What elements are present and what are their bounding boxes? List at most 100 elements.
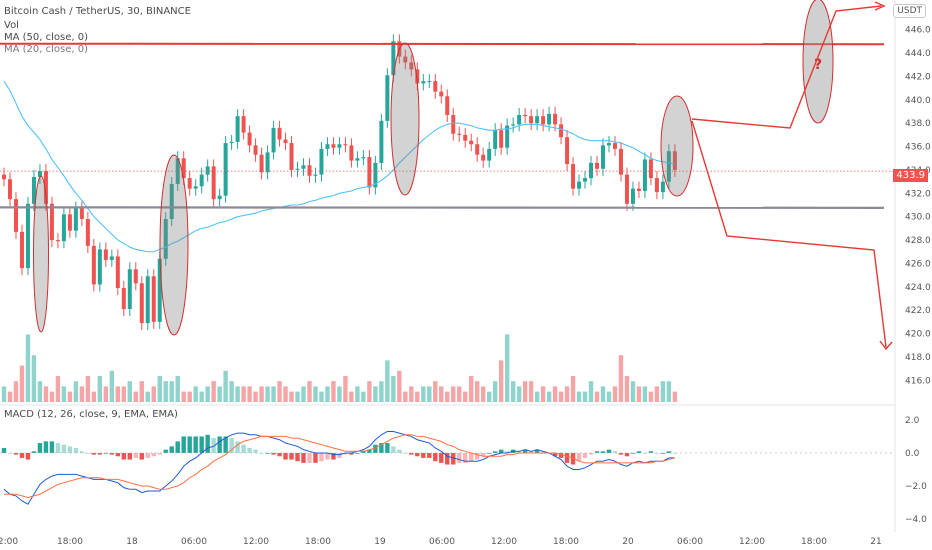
volume-bar xyxy=(109,370,115,402)
macd-histogram-bar xyxy=(31,451,37,453)
macd-histogram-bar xyxy=(37,443,43,453)
currency-badge[interactable]: USDT xyxy=(893,4,926,18)
volume-bar xyxy=(169,381,174,402)
macd-histogram-bar xyxy=(97,452,103,455)
candle-body xyxy=(589,162,594,179)
candle-body xyxy=(37,171,42,177)
volume-bar xyxy=(433,381,438,402)
candle-body xyxy=(331,144,336,148)
candle-body xyxy=(127,269,132,310)
candle-body xyxy=(319,148,324,175)
macd-histogram-bar xyxy=(433,452,438,462)
macd-histogram-bar xyxy=(451,452,456,465)
price-tick-label: 446.0 xyxy=(905,26,931,36)
macd-histogram-bar xyxy=(13,452,19,455)
candle-body xyxy=(337,144,342,148)
price-tick-label: 426.0 xyxy=(905,259,931,269)
price-tick-label: 440.0 xyxy=(905,96,931,106)
macd-histogram-bar xyxy=(522,449,528,453)
candle-body xyxy=(648,159,653,179)
macd-tick-label: −4.0 xyxy=(905,515,927,525)
signal-line xyxy=(4,434,676,499)
macd-histogram-bar xyxy=(187,436,192,453)
macd-histogram-bar xyxy=(49,441,55,453)
volume-bar xyxy=(361,391,366,402)
volume-bar xyxy=(127,381,132,402)
volume-bar xyxy=(79,386,85,402)
volume-bar xyxy=(409,386,414,402)
candle-body xyxy=(654,178,659,193)
macd-histogram-bar xyxy=(139,452,144,460)
macd-histogram-bar xyxy=(193,436,198,453)
macd-histogram-bar xyxy=(397,449,402,453)
candle-body xyxy=(325,144,330,149)
volume-bar xyxy=(133,391,138,402)
macd-histogram-bar xyxy=(612,451,618,453)
candle-body xyxy=(187,178,192,189)
candle-body xyxy=(547,113,552,125)
candle-body xyxy=(349,145,354,161)
candle-body xyxy=(595,162,600,169)
macd-histogram-bar xyxy=(552,452,558,457)
price-tick-label: 418.0 xyxy=(905,353,931,363)
macd-histogram-bar xyxy=(516,451,522,453)
macd-histogram-bar xyxy=(600,451,606,453)
volume-bar xyxy=(439,386,444,402)
macd-histogram-bar xyxy=(163,449,168,453)
legend-volume: Vol xyxy=(4,20,19,31)
volume-bar xyxy=(25,334,31,402)
macd-histogram-bar xyxy=(67,446,73,453)
price-tick-label: 420.0 xyxy=(905,330,931,340)
candle-body xyxy=(253,145,258,155)
macd-histogram-bar xyxy=(259,452,264,454)
candle-body xyxy=(421,81,426,84)
macd-histogram-bar xyxy=(439,452,444,463)
macd-histogram-bar xyxy=(325,452,330,460)
macd-histogram-bar xyxy=(486,452,492,454)
volume-bar xyxy=(49,391,55,402)
candle-body xyxy=(415,69,420,84)
candle-body xyxy=(97,249,102,285)
macd-histogram-bar xyxy=(25,452,31,460)
time-tick-label: 20 xyxy=(622,537,634,547)
candle-body xyxy=(271,127,276,153)
macd-histogram-bar xyxy=(1,448,7,453)
time-tick-label: 12:00 xyxy=(243,537,269,547)
macd-histogram-bar xyxy=(343,452,348,455)
volume-bar xyxy=(175,376,180,402)
volume-bar xyxy=(552,386,558,402)
macd-histogram-bar xyxy=(445,452,450,465)
volume-bar xyxy=(115,386,121,402)
candle-body xyxy=(630,188,635,204)
macd-histogram-bar xyxy=(253,449,258,453)
volume-bar xyxy=(385,360,390,402)
volume-bar xyxy=(415,391,420,402)
candle-body xyxy=(373,162,378,188)
candle-body xyxy=(487,148,492,161)
price-tick-label: 428.0 xyxy=(905,236,931,246)
candle-body xyxy=(642,159,647,191)
volume-bar xyxy=(13,381,19,402)
macd-histogram-bar xyxy=(55,443,61,453)
volume-bar xyxy=(121,386,126,402)
time-tick-label: 21 xyxy=(870,537,881,547)
bearish-arrowhead xyxy=(879,340,893,351)
macd-histogram-bar xyxy=(73,448,79,453)
candle-body xyxy=(85,219,90,246)
candle-body xyxy=(343,144,348,146)
candle-body xyxy=(439,91,444,97)
volume-bar xyxy=(211,381,216,402)
macd-histogram-bar xyxy=(606,449,612,453)
macd-histogram-bar xyxy=(618,452,624,455)
candle-body xyxy=(301,165,306,169)
macd-histogram-bar xyxy=(175,441,180,453)
macd-histogram-bar xyxy=(145,452,150,458)
volume-bar xyxy=(145,391,150,402)
macd-histogram-bar xyxy=(409,452,414,455)
macd-histogram-bar xyxy=(271,452,276,455)
volume-bar xyxy=(235,386,240,402)
volume-bar xyxy=(247,386,252,402)
volume-bar xyxy=(594,391,600,402)
macd-histogram-bar xyxy=(211,438,216,453)
